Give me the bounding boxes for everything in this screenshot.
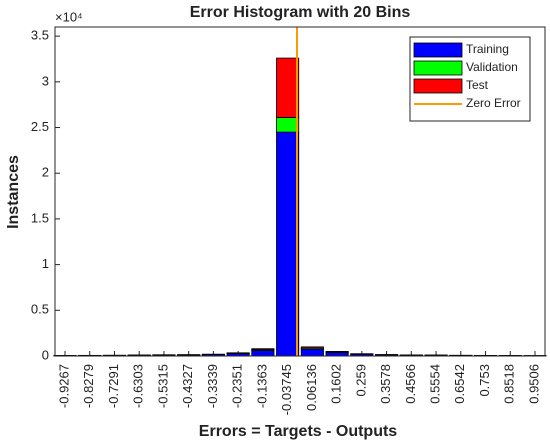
legend-swatch bbox=[413, 60, 463, 76]
y-axis-title: Instances bbox=[5, 155, 22, 229]
x-tick-label: 0.4566 bbox=[403, 364, 418, 404]
bar-segment bbox=[325, 351, 349, 353]
bar-segment bbox=[325, 352, 349, 357]
legend-label: Zero Error bbox=[466, 96, 521, 110]
x-tick-label: 0.259 bbox=[353, 364, 368, 397]
y-tick-label: 2 bbox=[42, 165, 49, 180]
x-tick-label: -0.2351 bbox=[230, 364, 245, 408]
y-tick-label: 1 bbox=[42, 256, 49, 271]
bar-segment bbox=[300, 346, 324, 349]
y-tick-label: 3.5 bbox=[31, 28, 49, 43]
bar-segment bbox=[276, 117, 300, 133]
x-tick-label: 0.3578 bbox=[378, 364, 393, 404]
y-tick-label: 0.5 bbox=[31, 302, 49, 317]
x-tick-label: -0.7291 bbox=[106, 364, 121, 408]
legend-swatch bbox=[413, 78, 463, 94]
x-tick-label: 0.753 bbox=[477, 364, 492, 397]
y-tick-label: 3 bbox=[42, 73, 49, 88]
x-tick-label: -0.1363 bbox=[254, 364, 269, 408]
x-tick-label: -0.5315 bbox=[155, 364, 170, 408]
x-tick-label: -0.03745 bbox=[279, 364, 294, 415]
bar-segment bbox=[300, 348, 324, 357]
bar-segment bbox=[251, 348, 275, 351]
x-tick-label: -0.3339 bbox=[205, 364, 220, 408]
x-axis-title: Errors = Targets - Outputs bbox=[199, 423, 398, 440]
x-tick-label: 0.6542 bbox=[452, 364, 467, 404]
x-tick-label: 0.8518 bbox=[502, 364, 517, 404]
x-tick-label: -0.6303 bbox=[131, 364, 146, 408]
x-tick-label: 0.5554 bbox=[427, 364, 442, 404]
y-tick-label: 0 bbox=[42, 347, 49, 362]
x-tick-label: -0.8279 bbox=[81, 364, 96, 408]
plot-frame bbox=[54, 26, 546, 357]
y-tick-label: 1.5 bbox=[31, 210, 49, 225]
x-tick-label: 0.1602 bbox=[329, 364, 344, 404]
x-tick-label: 0.06136 bbox=[304, 364, 319, 411]
bar-segment bbox=[276, 131, 300, 357]
legend-label: Test bbox=[466, 78, 489, 92]
bar-segment bbox=[276, 57, 300, 118]
legend-swatch bbox=[413, 42, 463, 58]
legend-label: Validation bbox=[466, 60, 518, 74]
y-tick-label: 2.5 bbox=[31, 119, 49, 134]
chart-title: Error Histogram with 20 Bins bbox=[190, 4, 411, 21]
y-exponent: ×10⁴ bbox=[55, 9, 83, 24]
legend-label: Training bbox=[466, 42, 509, 56]
x-tick-label: 0.9506 bbox=[526, 364, 541, 404]
x-tick-label: -0.4327 bbox=[180, 364, 195, 408]
bar-segment bbox=[251, 350, 275, 357]
x-tick-label: -0.9267 bbox=[56, 364, 71, 408]
